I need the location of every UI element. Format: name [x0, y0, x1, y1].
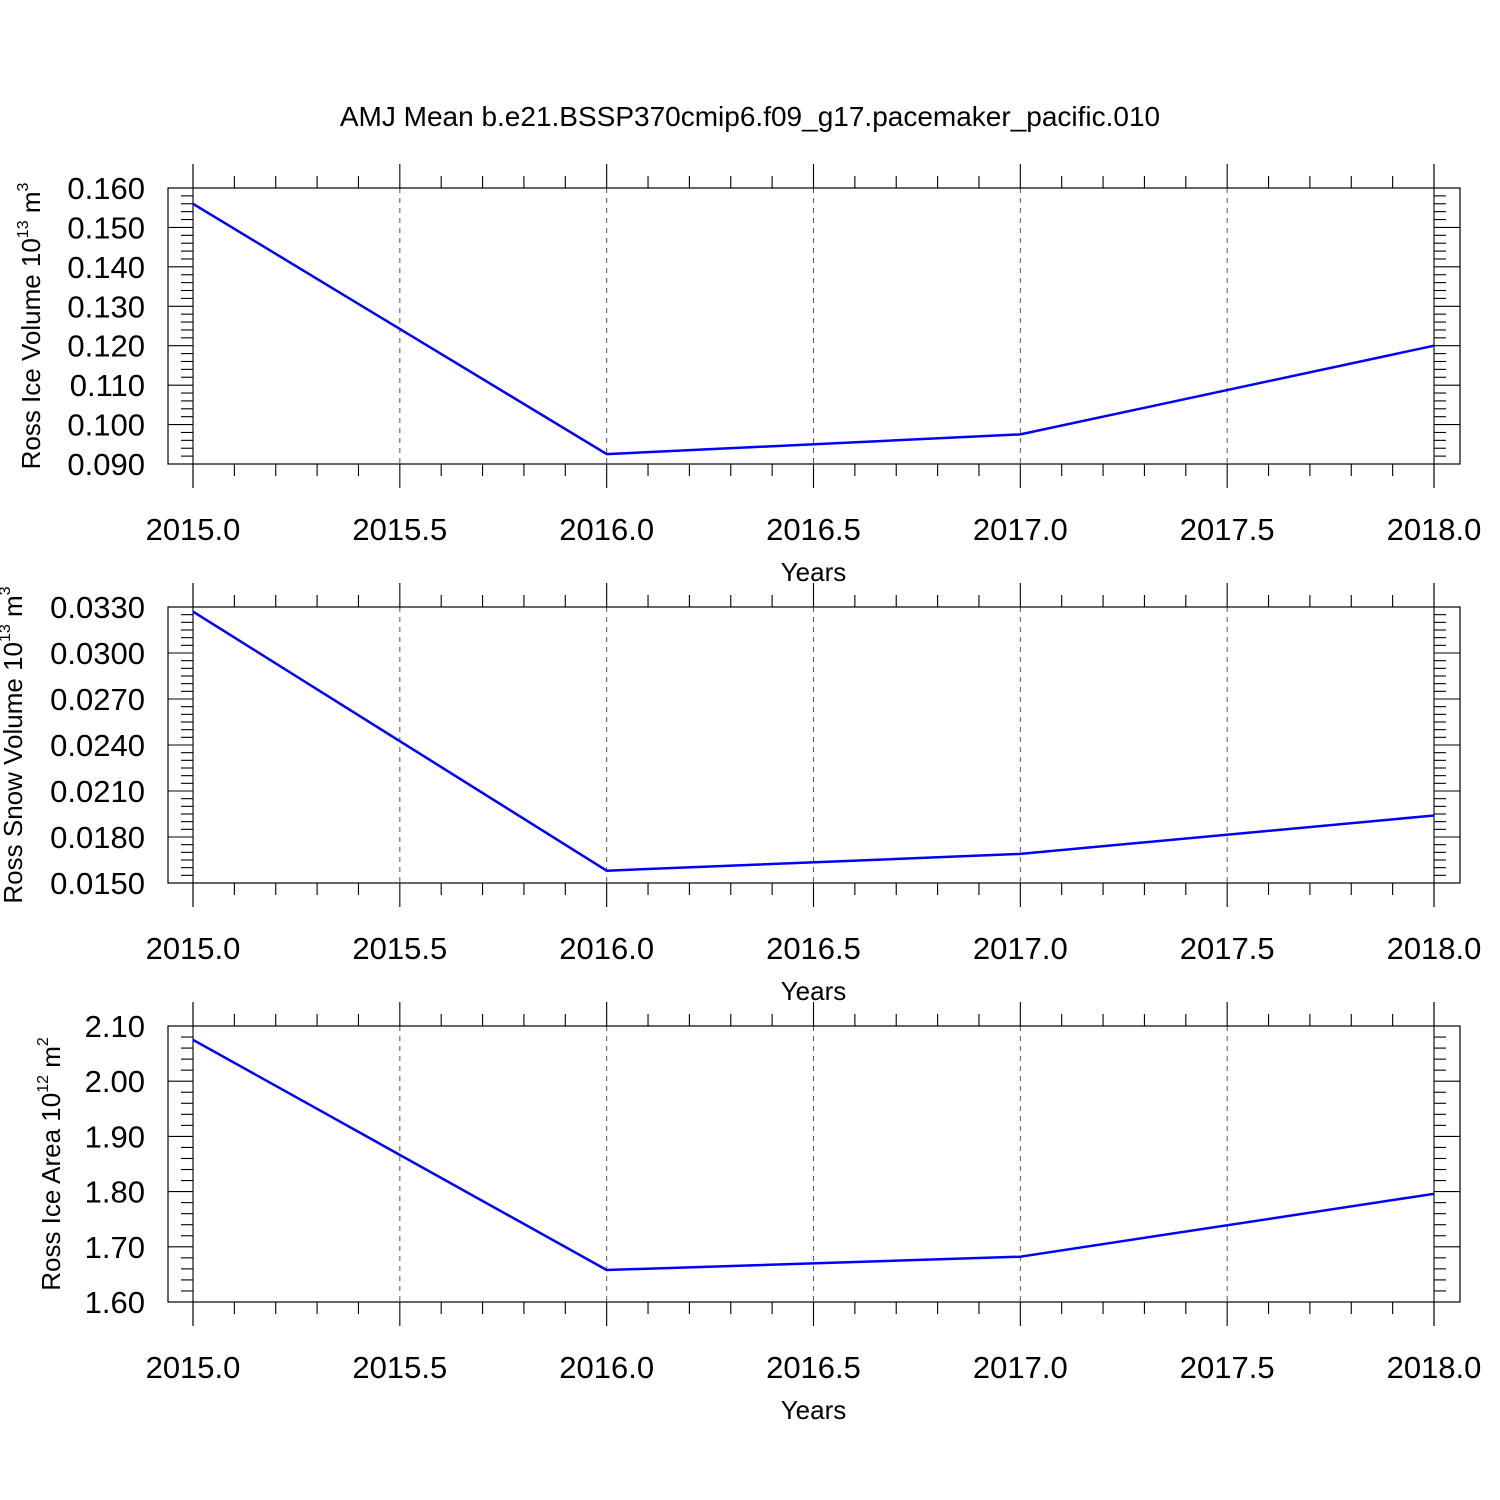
y-tick-label: 0.120 — [67, 329, 145, 364]
y-tick-label: 0.130 — [67, 289, 145, 324]
x-tick-label: 2018.0 — [1387, 931, 1482, 966]
x-tick-label: 2018.0 — [1387, 512, 1482, 547]
y-axis-label-text: Ross Snow Volume 10 — [0, 642, 28, 904]
y-axis-label: Ross Snow Volume 1013 m3 — [0, 586, 28, 903]
y-axis-label-unit: m — [16, 191, 46, 220]
y-tick-label: 0.0330 — [50, 590, 145, 625]
y-tick-label: 2.00 — [85, 1064, 145, 1099]
x-tick-label: 2017.5 — [1180, 1350, 1275, 1385]
y-tick-label: 1.60 — [85, 1285, 145, 1320]
x-tick-label: 2015.0 — [146, 1350, 241, 1385]
y-tick-label: 0.0210 — [50, 774, 145, 809]
y-axis-label-unit-exponent: 2 — [35, 1037, 52, 1046]
x-tick-label: 2015.5 — [352, 1350, 447, 1385]
y-tick-label: 0.140 — [67, 250, 145, 285]
y-axis-label: Ross Ice Volume 1013 m3 — [15, 182, 46, 469]
y-axis-label-exponent: 13 — [0, 624, 14, 642]
x-tick-label: 2017.0 — [973, 931, 1068, 966]
y-tick-label: 1.80 — [85, 1175, 145, 1210]
y-axis-label-exponent: 12 — [35, 1075, 52, 1093]
y-axis-label-unit: m — [0, 595, 28, 624]
x-axis-label: Years — [781, 557, 847, 587]
y-tick-label: 0.110 — [70, 368, 145, 403]
x-tick-label: 2016.0 — [559, 512, 654, 547]
figure-title: AMJ Mean b.e21.BSSP370cmip6.f09_g17.pace… — [340, 101, 1160, 132]
panel-2: 2015.0 2015.5 2016.0 2016.5 2017.0 2017.5 2018… — [0, 583, 1481, 1006]
y-axis-label-text: Ross Ice Volume 10 — [16, 238, 46, 469]
series-line — [192, 610, 1435, 872]
x-tick-label: 2015.5 — [352, 512, 447, 547]
y-axis-label-unit-exponent: 3 — [15, 182, 32, 191]
panels: 2015.0 2015.5 2016.0 2016.5 2017.0 2017.5 2018… — [0, 164, 1481, 1425]
y-axis-label-exponent: 13 — [15, 220, 32, 238]
x-tick-label: 2015.5 — [352, 931, 447, 966]
x-tick-label: 2017.0 — [973, 1350, 1068, 1385]
y-axis-label-text: Ross Ice Area 10 — [36, 1093, 66, 1291]
y-tick-label: 0.160 — [67, 171, 145, 206]
panel-3: 2015.0 2015.5 2016.0 2016.5 2017.0 2017.5 2018… — [35, 1002, 1481, 1425]
series-line — [192, 1038, 1435, 1272]
x-tick-label: 2016.5 — [766, 931, 861, 966]
x-axis-label: Years — [781, 976, 847, 1006]
y-tick-label: 1.70 — [85, 1230, 145, 1265]
x-axis-label: Years — [781, 1395, 847, 1425]
x-tick-label: 2016.5 — [766, 1350, 861, 1385]
y-tick-label: 0.0300 — [50, 636, 145, 671]
x-tick-label: 2016.0 — [559, 931, 654, 966]
y-tick-label: 2.10 — [85, 1009, 145, 1044]
x-tick-label: 2017.5 — [1180, 931, 1275, 966]
x-tick-label: 2016.5 — [766, 512, 861, 547]
x-tick-label: 2015.0 — [146, 512, 241, 547]
y-tick-label: 1.90 — [85, 1119, 145, 1154]
y-tick-label: 0.0180 — [50, 820, 145, 855]
x-tick-label: 2016.0 — [559, 1350, 654, 1385]
panel-1: 2015.0 2015.5 2016.0 2016.5 2017.0 2017.5 2018… — [15, 164, 1481, 587]
y-tick-label: 0.0240 — [50, 728, 145, 763]
series-line — [192, 202, 1435, 456]
x-tick-label: 2017.5 — [1180, 512, 1275, 547]
y-axis-label-unit: m — [36, 1046, 66, 1075]
x-tick-label: 2018.0 — [1387, 1350, 1482, 1385]
y-tick-label: 0.0270 — [50, 682, 145, 717]
y-tick-label: 0.150 — [67, 210, 145, 245]
x-tick-label: 2017.0 — [973, 512, 1068, 547]
y-tick-label: 0.0150 — [50, 866, 145, 901]
y-axis-label-unit-exponent: 3 — [0, 586, 14, 595]
y-tick-label: 0.090 — [67, 447, 145, 482]
x-tick-label: 2015.0 — [146, 931, 241, 966]
y-tick-label: 0.100 — [67, 408, 145, 443]
y-axis-label: Ross Ice Area 1012 m2 — [35, 1037, 66, 1291]
